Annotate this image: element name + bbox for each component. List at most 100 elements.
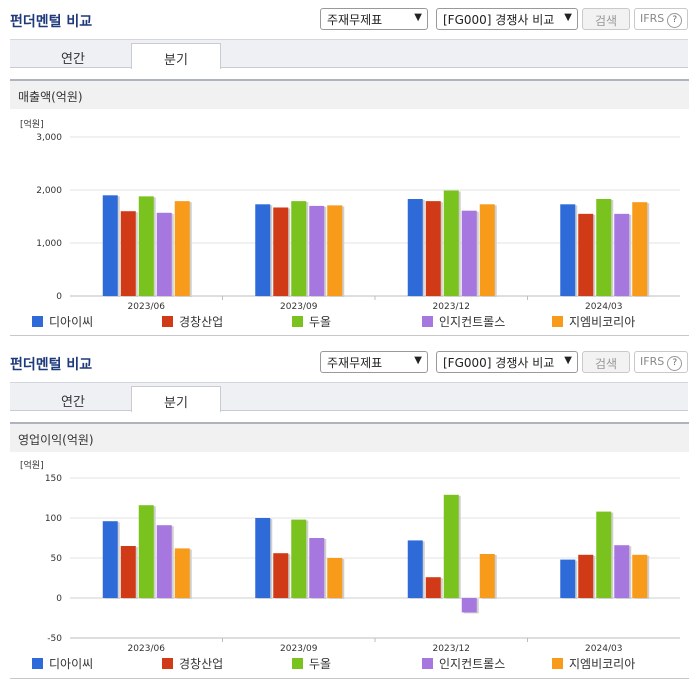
peer-select[interactable]: [FG000] 경쟁사 비교 ▼: [436, 351, 578, 373]
bar: [443, 494, 459, 598]
unit-label: [억원]: [20, 118, 44, 130]
bar: [102, 195, 118, 296]
tab-quarterly[interactable]: 분기: [131, 43, 221, 69]
bar: [614, 545, 630, 598]
search-button[interactable]: 검색: [582, 351, 630, 373]
x-tick-label: 2023/09: [280, 302, 318, 312]
legend-item[interactable]: 두올: [292, 313, 331, 330]
tab-annual[interactable]: 연간: [61, 395, 85, 410]
legend-label: 경창산업: [179, 657, 224, 671]
x-tick-label: 2023/12: [433, 302, 470, 312]
help-icon[interactable]: ?: [667, 13, 683, 28]
bar: [614, 213, 630, 296]
bar: [479, 204, 495, 296]
y-tick-label: -50: [47, 634, 62, 644]
bar: [632, 202, 648, 296]
legend-swatch: [32, 316, 43, 327]
y-tick-label: 150: [45, 474, 62, 484]
legend-label: 경창산업: [179, 315, 224, 329]
period-tabs: 연간 분기: [10, 39, 688, 69]
bar: [632, 554, 648, 598]
help-icon[interactable]: ?: [667, 356, 683, 371]
search-button[interactable]: 검색: [582, 8, 630, 30]
tab-quarterly[interactable]: 분기: [131, 386, 221, 412]
bar: [560, 559, 576, 598]
bar: [443, 190, 459, 296]
legend-swatch: [422, 316, 433, 327]
y-tick-label: 1,000: [36, 239, 62, 249]
bar: [309, 205, 325, 296]
bar: [255, 518, 271, 598]
legend-item[interactable]: 지엠비코리아: [552, 313, 635, 330]
statement-select[interactable]: 주재무제표 ▼: [320, 351, 428, 373]
legend-swatch: [292, 658, 303, 669]
bar: [255, 204, 271, 296]
bar: [560, 204, 576, 296]
legend-item[interactable]: 디아이씨: [32, 655, 93, 672]
ifrs-button[interactable]: IFRS?: [634, 351, 688, 373]
fundamental-panel-1: 펀더멘털 비교 주재무제표 ▼ [FG000] 경쟁사 비교 ▼ 검색 IFRS…: [0, 0, 696, 336]
chevron-down-icon: ▼: [414, 12, 422, 23]
bar: [596, 199, 612, 296]
bar: [120, 546, 136, 598]
revenue-chart: [억원] 0 1,000 2,000 3,000 2023/06 2023/09 2023/1…: [10, 112, 689, 312]
y-tick-label: 50: [51, 554, 63, 564]
legend-label: 지엠비코리아: [569, 315, 636, 329]
x-tick-label: 2023/06: [128, 644, 166, 652]
period-tabs: 연간 분기: [10, 382, 688, 412]
bar: [479, 554, 495, 598]
x-tick-label: 2024/03: [585, 644, 622, 652]
operating-profit-chart: [억원] -50 0 50 100 150 2023/06 2023/09 2023/12 202…: [10, 456, 689, 656]
bar: [138, 505, 154, 598]
bar: [461, 598, 477, 613]
legend-item[interactable]: 지엠비코리아: [552, 655, 635, 672]
tab-annual[interactable]: 연간: [61, 52, 85, 67]
section-title: 영업이익(억원): [10, 422, 689, 452]
legend-swatch: [552, 316, 563, 327]
x-tick-label: 2024/03: [585, 302, 622, 312]
bar: [578, 213, 594, 296]
chart-legend: 디아이씨 경창산업 두올 인지컨트롤스 지엠비코리아: [10, 311, 689, 333]
panel-header: 펀더멘털 비교 주재무제표 ▼ [FG000] 경쟁사 비교 ▼ 검색 IFRS…: [0, 0, 696, 38]
legend-label: 지엠비코리아: [569, 657, 636, 671]
panel-title: 펀더멘털 비교: [10, 14, 93, 30]
legend-item[interactable]: 인지컨트롤스: [422, 655, 505, 672]
chevron-down-icon: ▼: [564, 12, 572, 23]
bar: [425, 577, 441, 598]
bar: [174, 201, 190, 296]
peer-select-value: [FG000] 경쟁사 비교: [443, 356, 555, 370]
ifrs-button[interactable]: IFRS?: [634, 8, 688, 30]
bar: [291, 201, 307, 296]
bar: [309, 538, 325, 598]
statement-select[interactable]: 주재무제표 ▼: [320, 8, 428, 30]
statement-select-value: 주재무제표: [327, 356, 383, 370]
peer-select[interactable]: [FG000] 경쟁사 비교 ▼: [436, 8, 578, 30]
divider: [10, 678, 689, 679]
bar: [120, 211, 136, 296]
ifrs-label: IFRS: [640, 12, 665, 25]
section-title: 매출액(억원): [10, 79, 689, 109]
legend-item[interactable]: 두올: [292, 655, 331, 672]
statement-select-value: 주재무제표: [327, 13, 383, 27]
legend-item[interactable]: 경창산업: [162, 313, 223, 330]
bar: [156, 525, 172, 598]
panel-header: 펀더멘털 비교 주재무제표 ▼ [FG000] 경쟁사 비교 ▼ 검색 IFRS…: [0, 342, 696, 380]
legend-label: 디아이씨: [49, 315, 94, 329]
legend-label: 인지컨트롤스: [439, 657, 506, 671]
legend-swatch: [162, 658, 173, 669]
legend-label: 두올: [309, 315, 332, 329]
legend-label: 인지컨트롤스: [439, 315, 506, 329]
bar: [578, 554, 594, 598]
bar: [425, 201, 441, 296]
y-tick-label: 100: [45, 514, 62, 524]
legend-item[interactable]: 디아이씨: [32, 313, 93, 330]
legend-swatch: [292, 316, 303, 327]
x-tick-label: 2023/09: [280, 644, 318, 652]
bar: [327, 205, 343, 296]
bar: [138, 196, 154, 296]
x-tick-label: 2023/12: [433, 644, 470, 652]
revenue-chart-svg: [억원] 0 1,000 2,000 3,000 2023/06 2023/09 2023/1…: [20, 118, 680, 312]
legend-item[interactable]: 경창산업: [162, 655, 223, 672]
bar: [273, 207, 289, 296]
legend-item[interactable]: 인지컨트롤스: [422, 313, 505, 330]
